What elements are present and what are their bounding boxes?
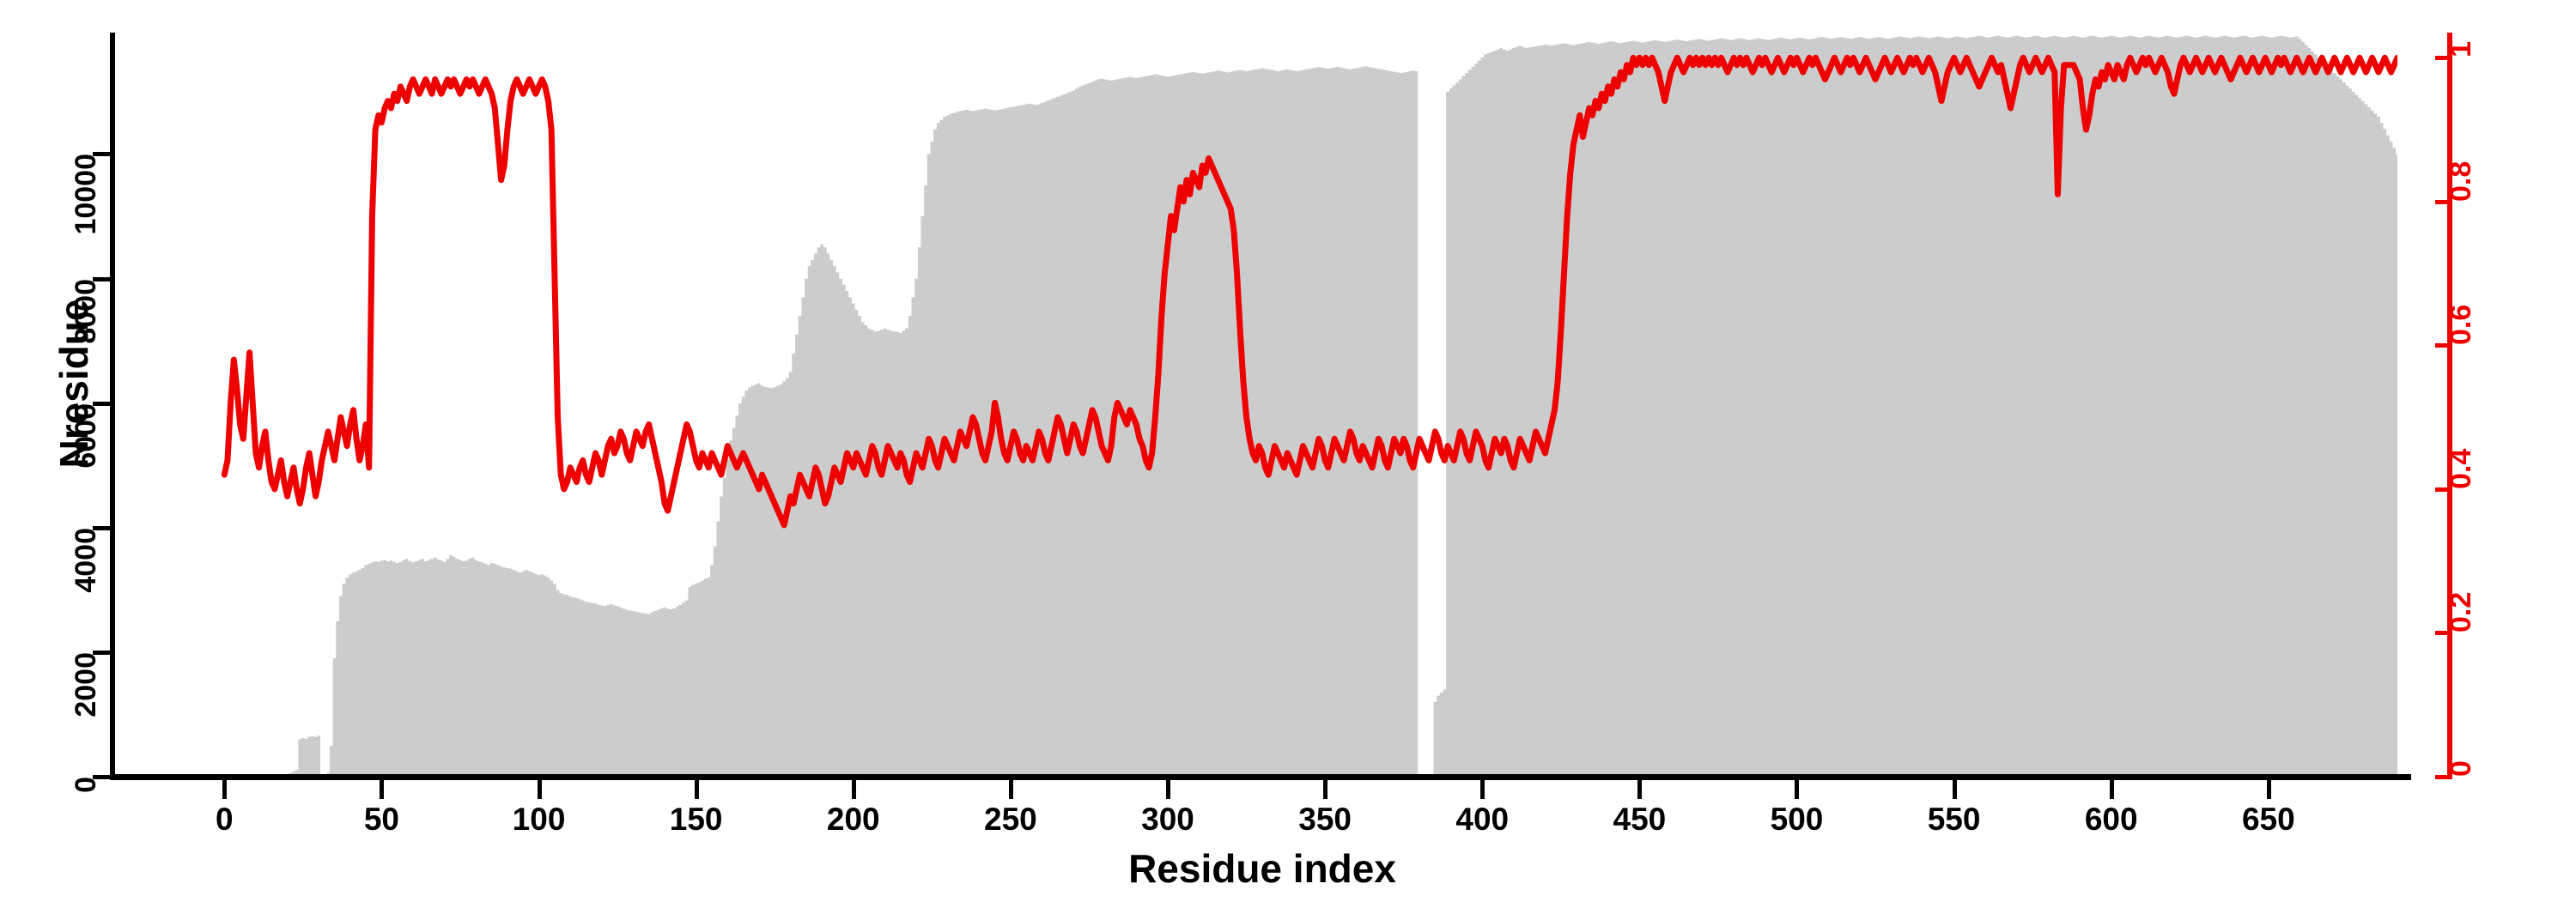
- bottom-tick-label-8: 400: [1455, 802, 1510, 837]
- left-tick-label-2: 4000: [70, 527, 102, 593]
- bottom-tick-mark: [380, 780, 385, 799]
- right-tick-mark: [2435, 631, 2452, 636]
- plddt-curve: [224, 58, 2397, 524]
- right-tick-label-4: 0.8: [2445, 160, 2477, 202]
- left-tick-label-1: 2000: [70, 651, 102, 717]
- plot-canvas: [199, 35, 2397, 777]
- bottom-tick-label-0: 0: [216, 802, 234, 837]
- bottom-tick-mark: [2109, 780, 2114, 799]
- right-tick-mark: [2435, 56, 2452, 61]
- right-tick-label-5: 1: [2445, 41, 2477, 58]
- bottom-tick-label-12: 600: [2084, 802, 2138, 837]
- bottom-tick-label-2: 100: [512, 802, 566, 837]
- bottom-tick-label-3: 150: [669, 802, 723, 837]
- bottom-tick-mark: [1166, 780, 1170, 799]
- bottom-tick-label-11: 550: [1927, 802, 1981, 837]
- bottom-tick-mark: [1795, 780, 1800, 799]
- bottom-tick-mark: [1637, 780, 1643, 799]
- x-axis-label: Residue index: [1128, 846, 1396, 891]
- bottom-tick-label-1: 50: [363, 802, 399, 837]
- bottom-tick-label-10: 500: [1770, 802, 1824, 837]
- bottom-tick-mark: [2266, 780, 2271, 799]
- right-tick-mark: [2435, 343, 2452, 348]
- left-tick-mark: [93, 525, 112, 530]
- msa-coverage-area: [285, 35, 2397, 777]
- right-tick-label-1: 0.2: [2445, 592, 2477, 633]
- bottom-axis-line: [110, 774, 2411, 780]
- bottom-tick-mark: [1323, 780, 1328, 799]
- bottom-tick-mark: [694, 780, 699, 799]
- right-tick-mark: [2435, 487, 2452, 492]
- bottom-tick-mark: [1952, 780, 1957, 799]
- right-tick-label-2: 0.4: [2445, 448, 2477, 489]
- right-tick-mark: [2435, 775, 2452, 779]
- msa-plddt-figure: 0 2000 4000 6000 8000 10000 Nresidue 0 50 100 15…: [52, 33, 2477, 891]
- bottom-tick-mark: [1008, 780, 1013, 799]
- right-tick-label-3: 0.6: [2445, 305, 2477, 346]
- left-axis-label: Nresidue: [52, 299, 96, 469]
- right-axis-line: [2447, 33, 2452, 778]
- bottom-tick-mark: [222, 780, 228, 799]
- left-tick-mark: [93, 650, 112, 655]
- bottom-tick-mark: [537, 780, 542, 799]
- left-tick-mark: [93, 276, 112, 281]
- left-tick-mark: [93, 152, 112, 157]
- bottom-tick-label-5: 250: [984, 802, 1037, 837]
- bottom-tick-label-13: 650: [2241, 802, 2295, 837]
- bottom-tick-label-7: 350: [1298, 802, 1352, 837]
- right-tick-label-0: 0: [2445, 760, 2477, 777]
- bottom-tick-mark: [1480, 780, 1485, 799]
- left-tick-mark: [93, 775, 112, 779]
- bottom-tick-mark: [851, 780, 856, 799]
- left-axis-line: [110, 33, 115, 778]
- bottom-tick-label-6: 300: [1141, 802, 1194, 837]
- left-tick-mark: [93, 401, 112, 406]
- right-tick-mark: [2435, 199, 2452, 204]
- bottom-tick-label-9: 450: [1613, 802, 1667, 837]
- plot-area: [199, 33, 2397, 777]
- bottom-tick-label-4: 200: [826, 802, 880, 837]
